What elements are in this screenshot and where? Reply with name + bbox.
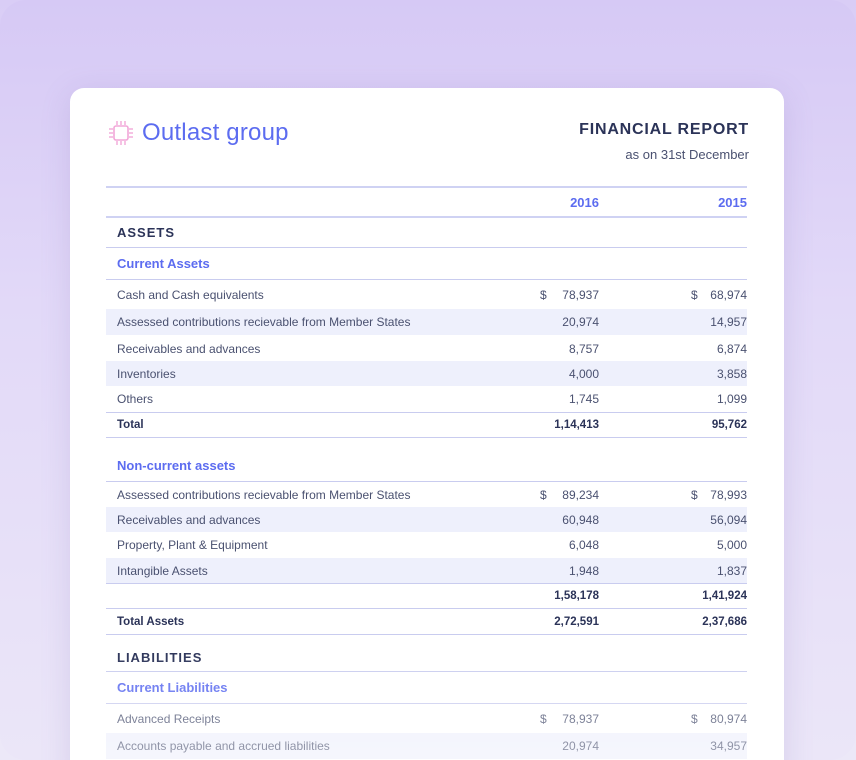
table-row: Cash and Cash equivalents $ 78,937 $ 68,… [106, 282, 747, 308]
table-row: Assessed contributions recievable from M… [106, 482, 747, 507]
section-liabilities: LIABILITIES [106, 642, 747, 672]
column-year-2015: 2015 [718, 194, 747, 210]
report-subtitle: as on 31st December [625, 147, 749, 162]
total-2015: 95,762 [711, 419, 747, 431]
row-label: Inventories [117, 366, 176, 381]
value-2015: 3,858 [716, 366, 747, 381]
value-2015: 68,974 [710, 288, 747, 302]
value-2016: 78,937 [562, 288, 599, 302]
value-2016: 4,000 [568, 366, 599, 381]
value-2016: 89,234 [562, 487, 599, 502]
value-2015: 1,099 [716, 391, 747, 406]
row-label: Accounts payable and accrued liabilities [117, 739, 330, 753]
subtotal-row: 1,58,178 1,41,924 [106, 584, 747, 608]
table-row: Advanced Receipts $ 78,937 $ 80,974 [106, 705, 747, 732]
total-row: Total 1,14,413 95,762 [106, 413, 747, 437]
row-label: Others [117, 391, 154, 406]
report-card: Outlast group FINANCIAL REPORT as on 31s… [70, 88, 784, 760]
row-label: Assessed contributions recievable from M… [117, 487, 411, 502]
value-2016: 1,745 [568, 391, 599, 406]
column-year-2016: 2016 [570, 194, 599, 210]
row-label: Assessed contributions recievable from M… [117, 315, 411, 329]
section-title: LIABILITIES [117, 649, 203, 665]
value-2015: 34,957 [710, 739, 747, 753]
subsection-current-assets: Current Assets [106, 248, 747, 278]
divider [106, 703, 747, 704]
total-label: Total [117, 419, 144, 431]
divider [106, 186, 747, 188]
currency-symbol: $ [691, 288, 698, 302]
subsection-current-liabilities: Current Liabilities [106, 672, 747, 702]
value-2016: 20,974 [562, 739, 599, 753]
divider [106, 437, 747, 438]
currency-symbol: $ [540, 711, 547, 726]
value-2015: 78,993 [710, 487, 747, 502]
value-2016: 8,757 [568, 341, 599, 356]
table-row: Receivables and advances 8,757 6,874 [106, 336, 747, 361]
table-row: Property, Plant & Equipment 6,048 5,000 [106, 532, 747, 558]
divider [106, 608, 747, 609]
table-row: Intangible Assets 1,948 1,837 [106, 558, 747, 583]
row-label: Property, Plant & Equipment [117, 538, 268, 552]
total-assets-row: Total Assets 2,72,591 2,37,686 [106, 609, 747, 634]
row-label: Intangible Assets [117, 563, 208, 578]
divider [106, 583, 747, 584]
section-title: ASSETS [117, 224, 176, 240]
table-row: Others 1,745 1,099 [106, 386, 747, 411]
report-heading: FINANCIAL REPORT as on 31st December [579, 121, 749, 162]
divider [106, 412, 747, 413]
column-header-row: 2016 2015 [106, 188, 747, 216]
value-2016: 78,937 [562, 711, 599, 726]
chip-icon [109, 121, 133, 145]
divider [106, 216, 747, 218]
divider [106, 279, 747, 280]
subsection-non-current-assets: Non-current assets [106, 450, 747, 480]
brand-logo: Outlast group [106, 118, 289, 148]
divider [106, 634, 747, 635]
currency-symbol: $ [540, 487, 547, 502]
brand-name: Outlast group [142, 119, 289, 146]
table-row: Inventories 4,000 3,858 [106, 361, 747, 386]
row-label: Advanced Receipts [117, 711, 221, 726]
subtotal-2016: 1,58,178 [554, 590, 599, 602]
value-2015: 6,874 [716, 341, 747, 356]
total-assets-2016: 2,72,591 [554, 615, 599, 628]
subtotal-2015: 1,41,924 [702, 590, 747, 602]
row-label: Cash and Cash equivalents [117, 288, 264, 302]
report-title: FINANCIAL REPORT [579, 121, 749, 138]
subsection-title: Current Liabilities [117, 679, 228, 695]
section-assets: ASSETS [106, 218, 747, 246]
value-2015: 5,000 [716, 538, 747, 552]
value-2016: 20,974 [562, 315, 599, 329]
divider [106, 481, 747, 482]
subsection-title: Non-current assets [117, 457, 236, 473]
table-row: Receivables and advances 60,948 56,094 [106, 507, 747, 532]
row-label: Receivables and advances [117, 341, 261, 356]
divider [106, 247, 747, 248]
subsection-title: Current Assets [117, 255, 210, 271]
currency-symbol: $ [691, 711, 698, 726]
value-2015: 80,974 [710, 711, 747, 726]
table-row: Accounts payable and accrued liabilities… [106, 733, 747, 759]
table-row: Assessed contributions recievable from M… [106, 309, 747, 335]
value-2015: 1,837 [716, 563, 747, 578]
currency-symbol: $ [540, 288, 547, 302]
total-2016: 1,14,413 [554, 419, 599, 431]
total-assets-2015: 2,37,686 [702, 615, 747, 628]
value-2016: 1,948 [568, 563, 599, 578]
value-2016: 60,948 [562, 512, 599, 527]
value-2015: 56,094 [710, 512, 747, 527]
row-label: Receivables and advances [117, 512, 261, 527]
currency-symbol: $ [691, 487, 698, 502]
value-2016: 6,048 [568, 538, 599, 552]
value-2015: 14,957 [710, 315, 747, 329]
total-assets-label: Total Assets [117, 615, 185, 628]
